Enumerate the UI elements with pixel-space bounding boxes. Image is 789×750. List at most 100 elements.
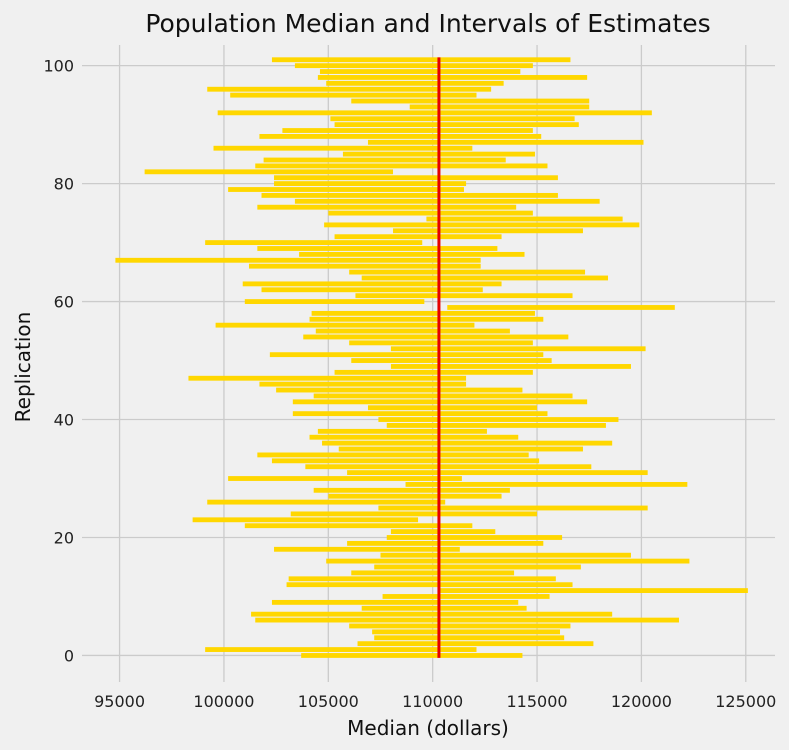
y-tick-label: 100 (43, 57, 74, 76)
interval-bar (242, 281, 502, 287)
x-tick-label: 105000 (298, 692, 359, 711)
interval-bar (271, 57, 571, 63)
interval-bar (349, 340, 533, 346)
x-tick-label: 115000 (507, 692, 568, 711)
y-axis-label: Replication (11, 312, 35, 423)
interval-bar (390, 346, 646, 352)
interval-bar (228, 476, 462, 481)
interval-bar (261, 287, 483, 293)
interval-bar (301, 653, 523, 658)
y-tick-label: 20 (54, 528, 74, 547)
interval-bar (334, 122, 579, 128)
interval-bar (271, 458, 540, 464)
interval-bar (313, 487, 510, 493)
x-tick-label: 110000 (402, 692, 463, 711)
interval-bar (244, 299, 425, 304)
interval-bar (261, 192, 558, 198)
interval-bar (334, 234, 502, 240)
interval-bar (311, 310, 535, 316)
interval-bar (390, 529, 496, 535)
interval-bar (217, 110, 652, 116)
interval-bar (244, 523, 473, 529)
interval-bar (386, 535, 563, 540)
interval-bar (324, 222, 640, 228)
interval-bar (257, 246, 498, 251)
y-tick-label: 60 (54, 293, 74, 312)
x-tick-label: 120000 (611, 692, 672, 711)
interval-bar (115, 257, 481, 263)
interval-bar (207, 86, 492, 92)
interval-bar (286, 582, 573, 588)
interval-bar (251, 611, 613, 617)
interval-bar (192, 517, 419, 523)
interval-bar (378, 505, 648, 511)
y-tick-label: 0 (64, 646, 74, 665)
interval-bar (447, 305, 675, 310)
interval-bar (367, 405, 538, 411)
interval-bar (334, 369, 533, 375)
interval-bar (313, 393, 573, 399)
interval-bar (317, 75, 588, 80)
interval-bar (207, 499, 446, 505)
interval-bar (317, 428, 487, 434)
interval-bar (374, 635, 565, 641)
interval-bar (326, 558, 690, 564)
interval-bar (274, 175, 558, 181)
interval-bar (361, 605, 527, 611)
x-tick-label: 100000 (193, 692, 254, 711)
interval-bar (188, 375, 467, 381)
interval-bar (294, 63, 533, 69)
interval-bar (230, 92, 477, 98)
interval-bar (338, 446, 583, 452)
interval-bar (144, 169, 394, 175)
interval-bar (374, 564, 581, 570)
x-tick-label: 95000 (94, 692, 145, 711)
interval-bar (305, 464, 592, 470)
interval-bar (386, 423, 606, 428)
interval-bar (255, 617, 679, 623)
interval-bar (255, 163, 548, 169)
interval-bar (228, 187, 464, 192)
interval-bar (328, 493, 502, 499)
interval-bar (257, 204, 517, 210)
interval-bar (361, 275, 609, 281)
interval-bar (326, 80, 504, 86)
interval-bar (282, 128, 533, 133)
interval-bar (322, 440, 613, 446)
interval-bar (319, 69, 521, 74)
interval-bar (409, 104, 590, 110)
interval-bar (274, 181, 467, 187)
interval-bar (349, 623, 571, 629)
interval-bar (257, 452, 529, 458)
interval-bar (259, 381, 467, 387)
interval-bar (276, 387, 523, 393)
interval-bar (205, 240, 423, 246)
interval-bar (367, 139, 644, 145)
interval-bar (378, 417, 619, 422)
interval-bar (299, 251, 525, 257)
interval-bar (347, 470, 648, 476)
interval-bar (357, 641, 594, 647)
interval-bar (347, 540, 544, 546)
plot-background (82, 45, 775, 682)
interval-bar (393, 228, 583, 234)
interval-bar (355, 293, 573, 299)
interval-bar (405, 481, 688, 487)
interval-bar (274, 546, 460, 552)
interval-bar (426, 216, 623, 222)
interval-bar (269, 352, 544, 358)
y-tick-label: 80 (54, 175, 74, 194)
y-tick-label: 40 (54, 411, 74, 430)
interval-bar (380, 552, 631, 558)
interval-bar (294, 198, 600, 204)
interval-bar (309, 316, 544, 322)
interval-bar (351, 570, 515, 576)
interval-bar (271, 599, 519, 605)
interval-bar (288, 576, 556, 582)
interval-bar (315, 328, 510, 334)
chart-title: Population Median and Intervals of Estim… (145, 9, 710, 38)
interval-bar (330, 116, 575, 122)
interval-bar (372, 629, 561, 635)
interval-bar (438, 588, 748, 593)
